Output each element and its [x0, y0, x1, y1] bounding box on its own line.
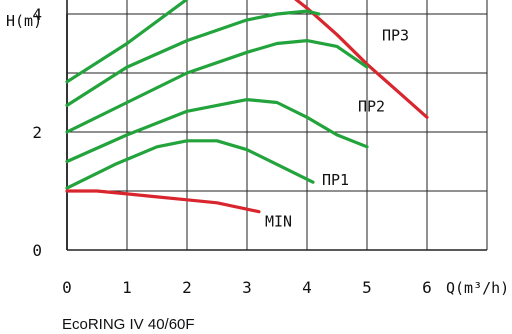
chart-caption: EcoRING IV 40/60F — [62, 316, 195, 333]
x-tick-label-6: 6 — [422, 278, 432, 297]
series-label-3: ПР3 — [382, 27, 409, 45]
x-tick-label-3: 3 — [242, 278, 252, 297]
chart-ticks: 01234560246 — [32, 5, 432, 297]
series-line-4 — [65, 98, 369, 164]
x-tick-label-2: 2 — [182, 278, 192, 297]
series-line-6 — [65, 189, 261, 214]
x-tick-label-0: 0 — [62, 278, 72, 297]
series-label-6: MIN — [265, 212, 292, 230]
y-axis-label: H(m) — [6, 12, 42, 30]
chart-series-labels: MAXПР5ПР4ПР3ПР2ПР1MIN — [265, 27, 409, 231]
y-tick-label-4: 4 — [32, 5, 42, 24]
chart-series-group — [65, 0, 429, 214]
series-line-3 — [65, 39, 369, 134]
series-line-1 — [65, 0, 189, 84]
series-line-0 — [294, 0, 429, 119]
series-label-5: ПР1 — [322, 171, 349, 189]
series-line-5 — [65, 139, 315, 190]
y-tick-label-0: 0 — [32, 241, 42, 260]
x-tick-label-4: 4 — [302, 278, 312, 297]
series-line-2 — [65, 9, 321, 107]
y-tick-label-2: 2 — [32, 123, 42, 142]
x-tick-label-1: 1 — [122, 278, 132, 297]
x-tick-label-5: 5 — [362, 278, 372, 297]
series-label-4: ПР2 — [358, 97, 385, 115]
x-axis-label: Q(m³/h) — [446, 279, 509, 297]
